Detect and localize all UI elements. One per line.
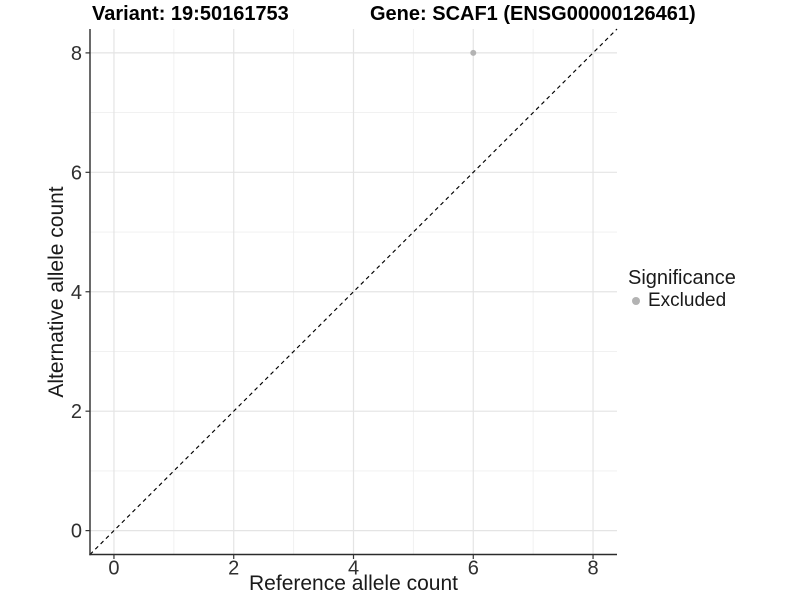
y-tick-label: 6 bbox=[71, 162, 82, 184]
data-point bbox=[470, 49, 477, 56]
y-axis-title: Alternative allele count bbox=[45, 186, 68, 398]
legend-point-icon bbox=[632, 297, 640, 305]
x-tick-label: 4 bbox=[348, 558, 359, 580]
y-tick-label: 8 bbox=[71, 43, 82, 65]
x-tick-label: 2 bbox=[228, 558, 239, 580]
y-tick-label: 0 bbox=[71, 521, 82, 543]
x-axis-title: Reference allele count bbox=[249, 572, 458, 595]
y-tick-label: 2 bbox=[71, 401, 82, 423]
legend-entry-label: Excluded bbox=[648, 290, 727, 311]
y-tick-label: 4 bbox=[71, 282, 82, 304]
legend: Significance Excluded bbox=[628, 267, 793, 313]
x-tick-label: 0 bbox=[108, 558, 119, 580]
legend-title: Significance bbox=[628, 267, 736, 289]
plot-title-gene: Gene: SCAF1 (ENSG00000126461) bbox=[370, 3, 696, 25]
x-tick-label: 6 bbox=[468, 558, 479, 580]
plot-title-variant: Variant: 19:50161753 bbox=[92, 3, 289, 25]
legend-entry-excluded: Excluded bbox=[628, 289, 793, 313]
x-tick-label: 8 bbox=[587, 558, 598, 580]
